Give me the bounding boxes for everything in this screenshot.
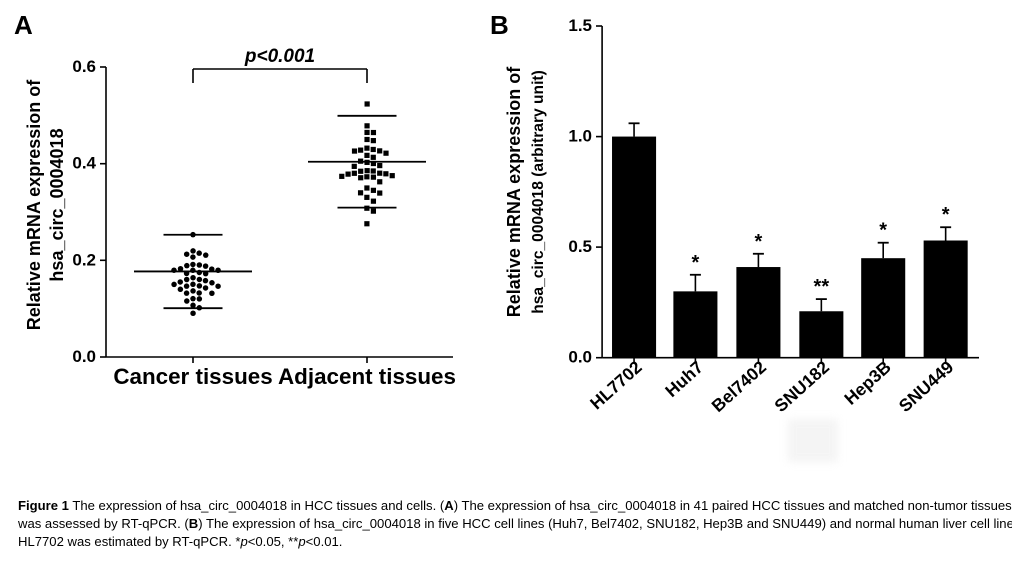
svg-text:0.0: 0.0	[568, 348, 592, 367]
svg-text:0.4: 0.4	[72, 154, 96, 173]
svg-text:p<0.001: p<0.001	[244, 46, 315, 67]
svg-text:1.0: 1.0	[568, 127, 592, 146]
svg-text:0.0: 0.0	[72, 347, 96, 366]
svg-text:*: *	[755, 231, 763, 253]
svg-text:SNU449: SNU449	[895, 357, 958, 416]
svg-text:Huh7: Huh7	[661, 357, 707, 401]
svg-text:hsa_circ_0004018: hsa_circ_0004018	[47, 128, 67, 281]
svg-text:0.2: 0.2	[72, 250, 96, 269]
svg-text:0.5: 0.5	[568, 237, 592, 256]
svg-text:*: *	[942, 204, 950, 226]
svg-text:hsa_circ_0004018 (arbitrary un: hsa_circ_0004018 (arbitrary unit)	[530, 70, 547, 314]
svg-text:*: *	[692, 252, 700, 274]
svg-text:**: **	[814, 276, 830, 298]
svg-text:Bel7402: Bel7402	[708, 357, 771, 416]
svg-text:1.5: 1.5	[568, 16, 592, 35]
svg-text:*: *	[879, 220, 887, 242]
svg-text:Relative mRNA expression of: Relative mRNA expression of	[24, 79, 44, 330]
svg-text:SNU182: SNU182	[770, 357, 833, 416]
svg-text:Cancer tissues: Cancer tissues	[113, 364, 272, 389]
svg-text:HL7702: HL7702	[586, 357, 646, 414]
svg-text:Hep3B: Hep3B	[840, 357, 895, 409]
svg-text:Relative mRNA expression of: Relative mRNA expression of	[504, 66, 524, 317]
svg-text:0.6: 0.6	[72, 57, 96, 76]
svg-text:Adjacent tissues: Adjacent tissues	[278, 364, 456, 389]
